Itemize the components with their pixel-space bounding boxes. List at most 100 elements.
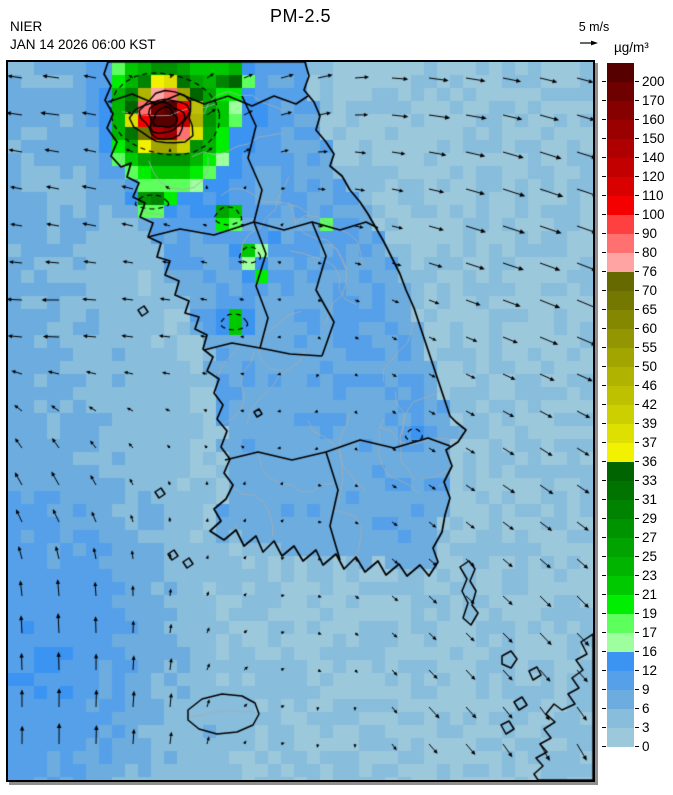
colorbar-tick <box>635 119 639 120</box>
colorbar-tick <box>602 385 606 386</box>
colorbar-tick <box>602 442 606 443</box>
datetime-label: JAN 14 2026 06:00 KST <box>10 37 156 52</box>
colorbar-tick <box>602 366 606 367</box>
colorbar-tick <box>602 480 606 481</box>
colorbar-tick <box>635 499 639 500</box>
colorbar-label: 90 <box>642 226 658 241</box>
colorbar-tick <box>635 271 639 272</box>
colorbar-tick <box>635 366 639 367</box>
colorbar-label: 70 <box>642 283 658 298</box>
colorbar-tick <box>602 233 606 234</box>
colorbar-label: 110 <box>642 188 664 203</box>
colorbar-tick <box>635 613 639 614</box>
colorbar-label: 200 <box>642 74 665 89</box>
colorbar-tick <box>635 689 639 690</box>
colorbar-label: 100 <box>642 207 665 222</box>
colorbar-tick <box>602 461 606 462</box>
colorbar-tick <box>602 290 606 291</box>
colorbar-cell <box>607 291 634 310</box>
colorbar-cell <box>607 690 634 709</box>
colorbar-tick <box>602 347 606 348</box>
colorbar-tick <box>635 575 639 576</box>
colorbar-tick <box>635 537 639 538</box>
colorbar-label: 76 <box>642 264 658 279</box>
colorbar-tick <box>635 651 639 652</box>
colorbar-label: 25 <box>642 549 658 564</box>
colorbar-cell <box>607 158 634 177</box>
colorbar-cell <box>607 101 634 120</box>
colorbar-tick <box>602 119 606 120</box>
colorbar-cell <box>607 519 634 538</box>
colorbar-tick <box>602 632 606 633</box>
wind-scale-label: 5 m/s <box>578 20 610 34</box>
colorbar-tick <box>602 499 606 500</box>
colorbar-tick <box>602 746 606 747</box>
colorbar-tick <box>602 575 606 576</box>
colorbar-tick <box>602 157 606 158</box>
colorbar-label: 42 <box>642 397 658 412</box>
colorbar-tick <box>635 423 639 424</box>
colorbar-tick <box>635 632 639 633</box>
colorbar-tick <box>635 385 639 386</box>
colorbar-tick <box>602 214 606 215</box>
colorbar-tick <box>602 195 606 196</box>
colorbar-tick <box>635 81 639 82</box>
colorbar-cell <box>607 481 634 500</box>
colorbar-cell <box>607 367 634 386</box>
colorbar-label: 46 <box>642 378 658 393</box>
colorbar-cell <box>607 139 634 158</box>
colorbar-label: 19 <box>642 606 658 621</box>
colorbar-tick <box>602 100 606 101</box>
colorbar-label: 120 <box>642 169 665 184</box>
colorbar-label: 33 <box>642 473 658 488</box>
colorbar-tick <box>602 176 606 177</box>
colorbar-label: 29 <box>642 511 658 526</box>
colorbar-cell <box>607 253 634 272</box>
colorbar-cell <box>607 595 634 614</box>
colorbar-label: 21 <box>642 587 658 602</box>
colorbar-cell <box>607 63 634 82</box>
colorbar-tick <box>602 670 606 671</box>
colorbar-tick <box>635 727 639 728</box>
colorbar-tick <box>635 347 639 348</box>
colorbar-tick <box>635 195 639 196</box>
colorbar-label: 16 <box>642 644 658 659</box>
colorbar-tick <box>602 689 606 690</box>
colorbar-label: 0 <box>642 739 650 754</box>
colorbar-tick <box>602 423 606 424</box>
colorbar-label: 27 <box>642 530 658 545</box>
colorbar-cell <box>607 120 634 139</box>
colorbar-tick <box>602 81 606 82</box>
colorbar-cell <box>607 82 634 101</box>
colorbar-cell <box>607 272 634 291</box>
colorbar-tick <box>602 309 606 310</box>
colorbar-tick <box>602 708 606 709</box>
page-title: PM-2.5 <box>269 6 332 26</box>
wind-scale-arrow-icon <box>580 40 598 46</box>
colorbar-tick <box>602 613 606 614</box>
colorbar-cell <box>607 386 634 405</box>
colorbar-tick <box>602 537 606 538</box>
colorbar-label: 37 <box>642 435 658 450</box>
colorbar-label: 6 <box>642 701 650 716</box>
colorbar-tick <box>635 518 639 519</box>
colorbar-cell <box>607 500 634 519</box>
colorbar-label: 170 <box>642 93 665 108</box>
colorbar-tick <box>635 556 639 557</box>
colorbar-cell <box>607 405 634 424</box>
colorbar-label: 36 <box>642 454 658 469</box>
colorbar-cell <box>607 652 634 671</box>
colorbar-tick <box>635 252 639 253</box>
colorbar-cell <box>607 671 634 690</box>
colorbar-cell <box>607 633 634 652</box>
colorbar-cell <box>607 709 634 728</box>
colorbar-cell <box>607 462 634 481</box>
colorbar-tick <box>635 328 639 329</box>
pm25-forecast-map <box>8 62 593 780</box>
colorbar-tick <box>635 138 639 139</box>
colorbar-cell <box>607 728 634 747</box>
colorbar-label: 80 <box>642 245 658 260</box>
colorbar-label: 12 <box>642 663 658 678</box>
colorbar-cell <box>607 234 634 253</box>
colorbar-label: 65 <box>642 302 658 317</box>
